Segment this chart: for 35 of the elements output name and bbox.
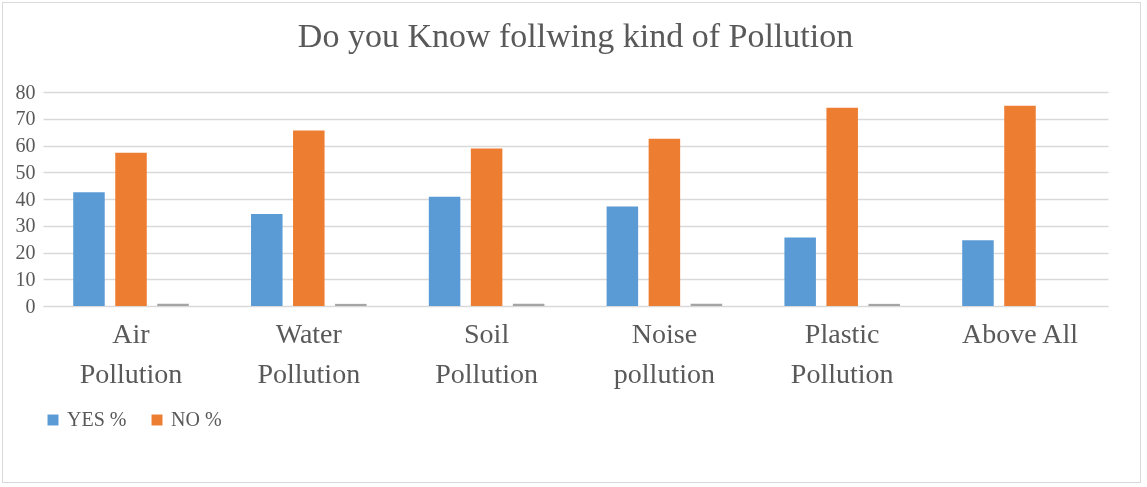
y-tick-label: 10 bbox=[15, 267, 36, 290]
x-tick-label: Plastic Pollution bbox=[790, 317, 894, 389]
x-tick-label: Above All bbox=[962, 317, 1079, 349]
bar bbox=[428, 196, 461, 306]
bar bbox=[1004, 105, 1036, 306]
chart-title: Do you Know follwing kind of Pollution bbox=[297, 17, 854, 54]
y-tick-label: 20 bbox=[15, 241, 36, 263]
bar bbox=[690, 303, 723, 306]
y-tick-label: 80 bbox=[15, 80, 36, 103]
bar bbox=[73, 192, 105, 306]
y-tick-label: 70 bbox=[15, 107, 36, 130]
y-tick-label: 60 bbox=[15, 134, 36, 156]
x-tick-label: Soil Pollution bbox=[435, 317, 538, 389]
x-tick-label: Air Pollution bbox=[79, 317, 183, 389]
y-tick-label: 0 bbox=[25, 294, 36, 317]
bar bbox=[335, 303, 367, 306]
bar bbox=[606, 206, 639, 306]
bar bbox=[648, 138, 681, 306]
legend-label: NO % bbox=[171, 408, 222, 430]
bar bbox=[826, 107, 858, 306]
y-tick-label: 30 bbox=[15, 214, 36, 237]
bar bbox=[512, 303, 545, 306]
x-tick-label: Water Pollution bbox=[257, 317, 361, 389]
bar bbox=[962, 240, 994, 306]
bar bbox=[157, 303, 189, 306]
legend-label: YES % bbox=[67, 408, 127, 430]
y-tick-label: 40 bbox=[15, 187, 36, 210]
bar bbox=[784, 237, 816, 306]
y-tick-label: 50 bbox=[15, 160, 36, 183]
bar bbox=[470, 148, 503, 306]
bar bbox=[251, 213, 283, 306]
bar bbox=[115, 152, 147, 306]
bar bbox=[868, 303, 900, 306]
bar bbox=[293, 130, 325, 306]
x-tick-label: Noise pollution bbox=[613, 317, 715, 389]
